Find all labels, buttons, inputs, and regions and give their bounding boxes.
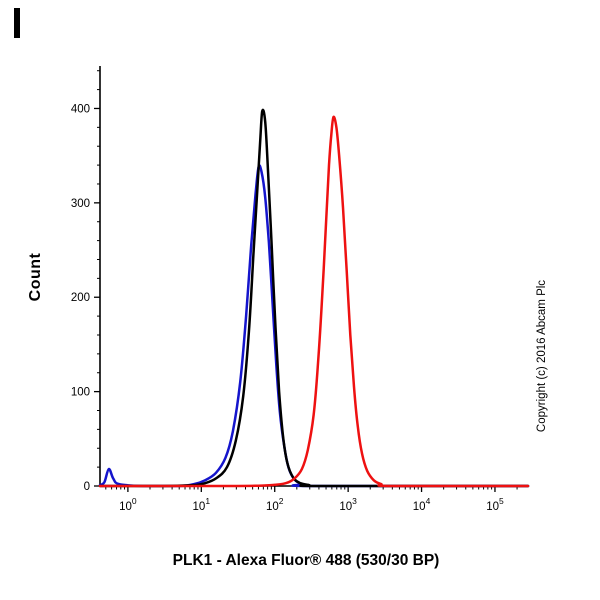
- y-tick-label: 400: [71, 103, 90, 115]
- red-curve: [98, 115, 530, 488]
- corner-artifact-mark: [14, 8, 20, 38]
- blue-curve: [98, 164, 530, 488]
- y-tick-label: 200: [71, 292, 90, 304]
- x-tick-label: 105: [486, 496, 504, 513]
- x-tick-label: 100: [119, 496, 137, 513]
- x-tick-label: 103: [339, 496, 357, 513]
- copyright-text: Copyright (c) 2016 Abcam Plc: [536, 279, 548, 433]
- x-tick-label: 104: [413, 496, 431, 513]
- y-tick-label: 300: [71, 198, 90, 210]
- x-tick-label: 102: [266, 496, 284, 513]
- x-axis-title: PLK1 - Alexa Fluor® 488 (530/30 BP): [172, 552, 440, 569]
- y-tick-label: 100: [71, 387, 90, 399]
- y-axis-title: Count: [27, 252, 44, 302]
- x-tick-label: 101: [193, 496, 211, 513]
- y-tick-label: 0: [84, 481, 90, 493]
- black-curve: [98, 108, 530, 488]
